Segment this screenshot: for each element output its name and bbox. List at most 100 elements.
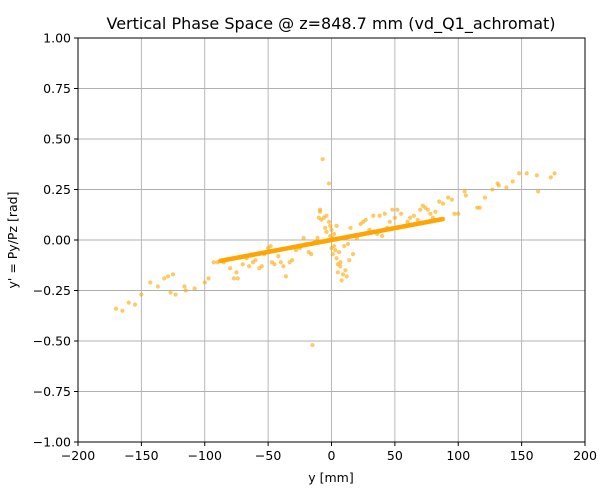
scatter-point — [331, 231, 337, 237]
scatter-point — [244, 256, 249, 261]
y-tick-label: −0.75 — [33, 384, 71, 399]
x-tick-label: 50 — [387, 448, 403, 463]
scatter-point — [283, 274, 288, 279]
scatter-point — [354, 235, 359, 241]
x-tick-label: −200 — [61, 448, 95, 463]
scatter-point — [324, 229, 329, 235]
scatter-point — [344, 274, 349, 279]
scatter-point — [331, 243, 337, 249]
x-tick-label: −50 — [255, 448, 281, 463]
scatter-point — [437, 199, 442, 204]
scatter-point — [253, 258, 258, 263]
scatter-point — [228, 266, 233, 271]
scatter-point — [337, 250, 342, 255]
scatter-point — [183, 288, 188, 293]
scatter-point — [120, 308, 125, 313]
scatter-point — [338, 260, 343, 265]
scatter-point — [385, 225, 390, 230]
y-tick-label: 0.25 — [43, 182, 71, 197]
scatter-point — [335, 270, 340, 275]
scatter-point — [375, 231, 380, 237]
scatter-point — [343, 268, 348, 273]
scatter-point — [165, 274, 171, 279]
scatter-point — [281, 264, 286, 269]
scatter-point — [113, 306, 119, 311]
scatter-point — [496, 183, 501, 188]
scatter-point — [202, 280, 207, 285]
scatter-point — [234, 270, 239, 275]
scatter-point — [293, 248, 299, 253]
scatter-point — [340, 272, 346, 277]
scatter-point — [387, 219, 392, 224]
scatter-point — [247, 264, 252, 269]
scatter-point — [262, 252, 267, 257]
x-axis-ticks: −200 −150 −100 −50 0 50 100 150 200 — [61, 442, 597, 463]
scatter-point — [330, 252, 335, 257]
scatter-point — [290, 258, 295, 263]
scatter-point — [297, 245, 302, 251]
scatter-point — [315, 235, 320, 241]
scatter-point — [345, 241, 351, 247]
scatter-point — [415, 217, 420, 222]
scatter-point — [405, 219, 410, 224]
scatter-point — [477, 205, 482, 210]
scatter-point — [395, 207, 400, 212]
scatter-point — [440, 216, 446, 222]
y-axis-label: y' = Py/Pz [rad] — [5, 192, 20, 289]
scatter-point — [330, 235, 335, 241]
scatter-point — [148, 280, 153, 285]
scatter-point — [132, 302, 138, 307]
scatter-point — [552, 171, 557, 176]
scatter-point — [259, 264, 264, 269]
scatter-point — [139, 292, 144, 297]
scatter-point — [328, 223, 333, 228]
scatter-point — [433, 209, 438, 214]
scatter-point — [155, 284, 160, 289]
scatter-point — [380, 233, 385, 239]
scatter-point — [278, 260, 283, 265]
scatter-point — [339, 278, 344, 283]
scatter-point — [333, 248, 338, 253]
scatter-point — [309, 252, 314, 257]
scatter-points — [113, 157, 557, 348]
scatter-point — [192, 286, 197, 291]
y-tick-label: 0.75 — [43, 81, 71, 96]
scatter-point — [221, 260, 226, 265]
x-axis-label: y [mm] — [308, 470, 353, 485]
scatter-point — [334, 223, 339, 228]
scatter-point — [126, 300, 131, 305]
y-tick-label: −1.00 — [33, 435, 71, 450]
x-tick-label: 200 — [573, 448, 597, 463]
y-tick-label: −0.25 — [33, 283, 71, 298]
scatter-point — [452, 211, 457, 216]
scatter-point — [304, 241, 309, 247]
scatter-point — [418, 207, 423, 212]
scatter-point — [235, 276, 240, 281]
scatter-point — [490, 187, 495, 192]
scatter-point — [326, 181, 332, 186]
scatter-point — [377, 213, 382, 218]
y-axis-ticks: −1.00 −0.75 −0.50 −0.25 0.00 0.25 0.50 0.75 1.00 — [33, 31, 78, 450]
chart-title: Vertical Phase Space @ z=848.7 mm (vd_Q1… — [106, 14, 555, 34]
scatter-point — [371, 213, 376, 218]
scatter-point — [504, 185, 509, 190]
y-tick-label: −0.50 — [33, 334, 71, 349]
scatter-point — [425, 207, 430, 212]
scatter-point — [173, 292, 178, 297]
scatter-point — [320, 157, 325, 162]
scatter-point — [338, 264, 343, 269]
scatter-point — [534, 173, 539, 178]
scatter-point — [268, 243, 273, 249]
scatter-point — [325, 237, 330, 243]
scatter-point — [363, 217, 368, 222]
scatter-point — [182, 284, 187, 289]
scatter-point — [206, 276, 211, 281]
scatter-point — [548, 175, 553, 180]
scatter-point — [276, 254, 281, 259]
scatter-point — [428, 211, 433, 216]
scatter-point — [310, 342, 315, 348]
scatter-point — [407, 215, 413, 220]
scatter-point — [390, 207, 395, 212]
scatter-point — [462, 189, 467, 194]
